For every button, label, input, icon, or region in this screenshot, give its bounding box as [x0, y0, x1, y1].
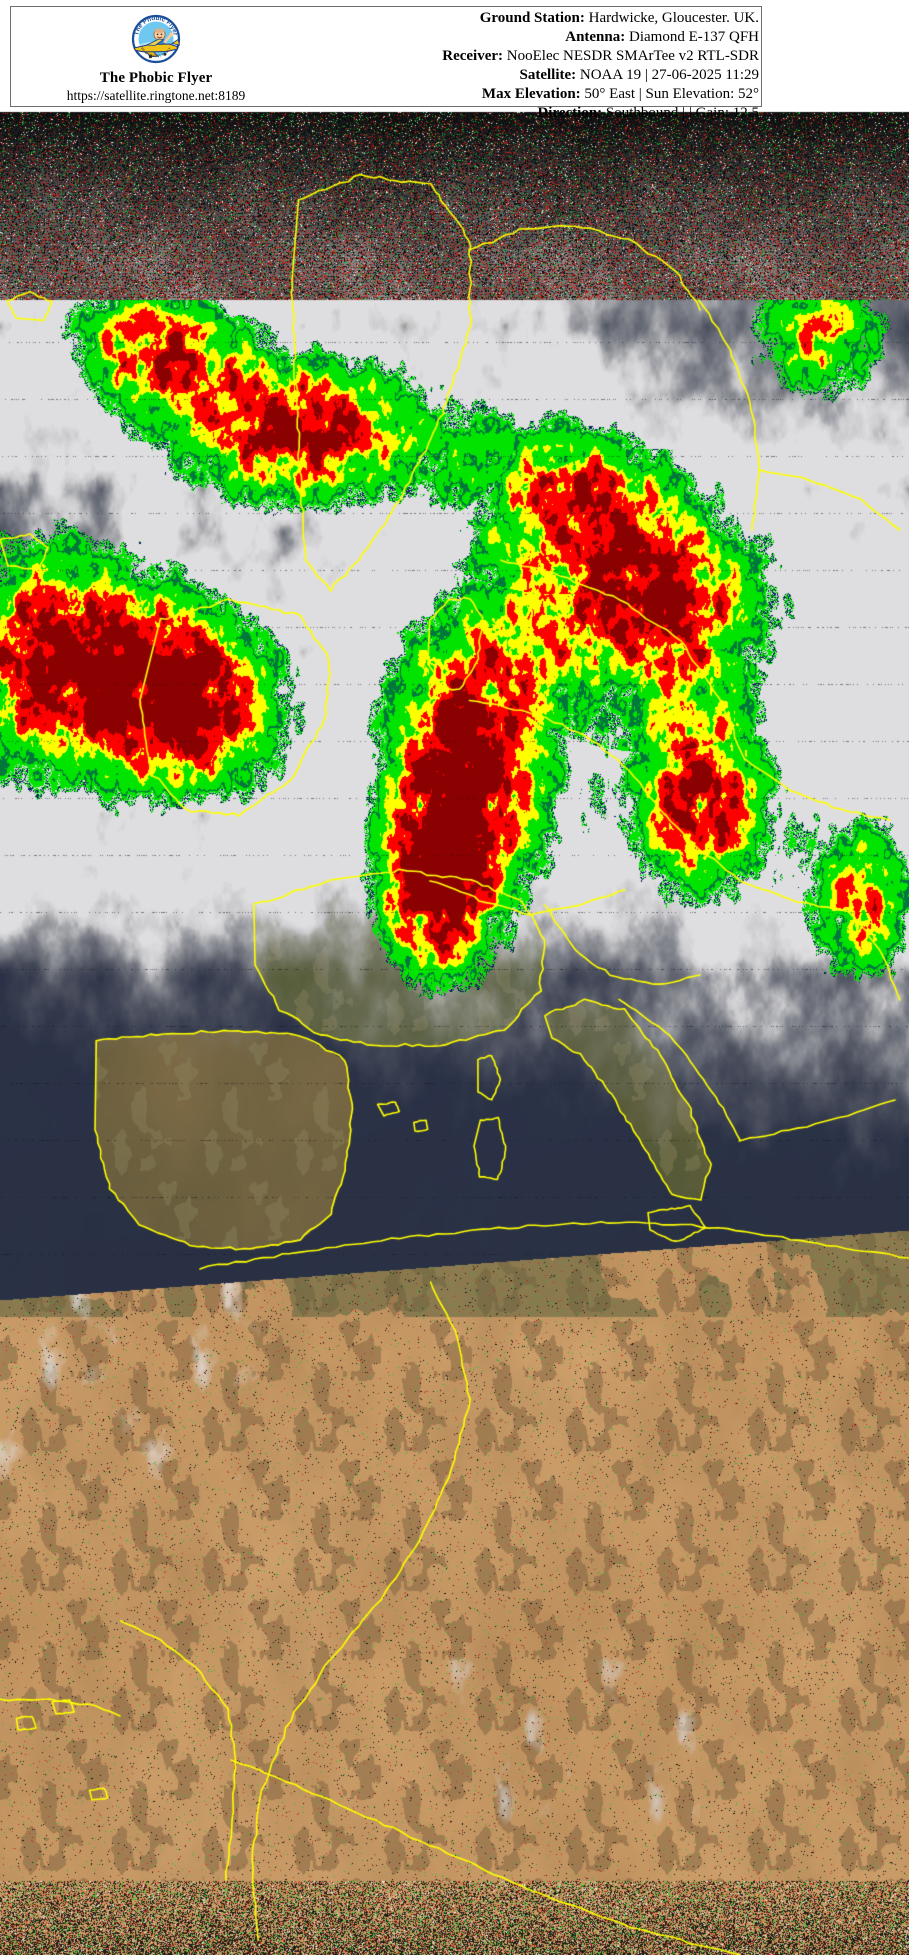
station-metadata-block: Ground Station: Hardwicke, Gloucester. U… [301, 7, 761, 121]
meta-value-receiver: NooElec NESDR SMArTee v2 RTL-SDR [506, 48, 759, 65]
header-info-panel: The Phobic Flyer WHO LEARNT TO FLY The P… [10, 6, 762, 121]
brand-name: The Phobic Flyer [99, 70, 213, 86]
meta-value-ground-station: Hardwicke, Gloucester. UK. [588, 10, 759, 26]
meta-key-satellite: Satellite: [519, 67, 577, 84]
meta-value-antenna: Diamond E-137 QFH [629, 29, 759, 46]
meta-line-ground-station: Ground Station: Hardwicke, Gloucester. U… [480, 9, 759, 28]
meta-value-satellite: NOAA 19 | 27-06-2025 11:29 [579, 67, 759, 84]
meta-line-antenna: Antenna: Diamond E-137 QFH [565, 28, 759, 47]
meta-line-direction: Direction: Southbound | | Gain: 12.5 [537, 104, 759, 123]
meta-value-direction: Southbound | | Gain: 12.5 [605, 105, 759, 122]
meta-line-satellite: Satellite: NOAA 19 | 27-06-2025 11:29 [519, 66, 759, 85]
meta-key-antenna: Antenna: [565, 29, 626, 46]
meta-key-max-elevation: Max Elevation: [481, 86, 581, 103]
meta-value-max-elevation: 50° East | Sun Elevation: 52° [584, 86, 759, 103]
brand-block: The Phobic Flyer WHO LEARNT TO FLY The P… [11, 7, 301, 106]
meta-key-direction: Direction: [537, 105, 603, 122]
meta-key-ground-station: Ground Station: [479, 10, 585, 26]
phobic-flyer-logo-icon: The Phobic Flyer WHO LEARNT TO FLY [125, 12, 187, 70]
meta-line-receiver: Receiver: NooElec NESDR SMArTee v2 RTL-S… [442, 47, 759, 66]
brand-url[interactable]: https://satellite.ringtone.net:8189 [66, 88, 246, 103]
meta-line-max-elevation: Max Elevation: 50° East | Sun Elevation:… [482, 85, 759, 104]
meta-key-receiver: Receiver: [442, 48, 504, 65]
